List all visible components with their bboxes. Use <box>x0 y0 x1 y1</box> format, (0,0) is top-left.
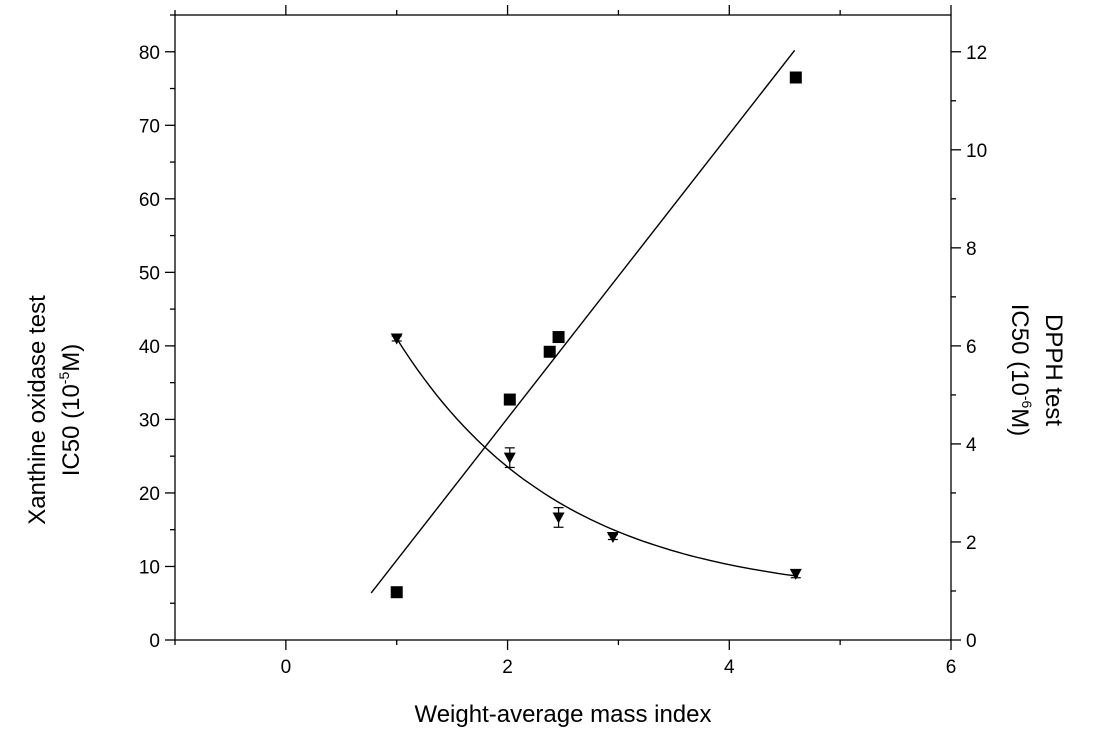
y-right-tick-label: 4 <box>966 435 977 456</box>
square-marker <box>503 393 516 406</box>
square-marker <box>390 586 403 599</box>
triangle-marker <box>552 512 565 524</box>
decay-fit-curve <box>396 338 799 577</box>
plot-frame <box>174 14 952 641</box>
square-marker <box>543 345 556 358</box>
y-right-title-line1: DPPH test <box>1040 314 1067 426</box>
y-axis-title-right: DPPH test IC50 (10-6M) <box>1006 304 1067 437</box>
square-marker <box>552 331 565 344</box>
y-left-tick-label: 70 <box>139 116 160 137</box>
y-right-tick-label: 6 <box>966 337 977 358</box>
y-axis-title-left: Xanthine oxidase test IC50 (10-5M) <box>24 295 85 525</box>
y-right-tick-label: 0 <box>966 631 977 652</box>
y-right-tick-label: 10 <box>966 141 987 162</box>
y-left-tick-label: 30 <box>139 410 160 431</box>
y-right-tick-label: 2 <box>966 533 977 554</box>
triangle-marker <box>789 568 802 580</box>
linear-fit-line <box>370 49 796 594</box>
y-left-title-line2: IC50 (10-5M) <box>56 344 85 477</box>
x-tick-label: 6 <box>946 657 957 678</box>
y-left-title-line1: Xanthine oxidase test <box>24 295 51 525</box>
y-right-title-line2: IC50 (10-6M) <box>1006 304 1035 437</box>
y-left-tick-label: 50 <box>139 263 160 284</box>
y-left-tick-label: 0 <box>149 631 160 652</box>
x-axis-title: Weight-average mass index <box>414 701 711 728</box>
y-left-tick-label: 40 <box>139 337 160 358</box>
y-left-tick-label: 60 <box>139 190 160 211</box>
x-tick-label: 2 <box>502 657 513 678</box>
triangle-marker <box>606 532 619 544</box>
y-left-tick-label: 10 <box>139 557 160 578</box>
y-right-tick-label: 12 <box>966 43 987 64</box>
triangle-marker <box>390 333 403 345</box>
fit-curves <box>370 49 799 594</box>
x-tick-label: 4 <box>724 657 735 678</box>
triangle-marker <box>503 452 516 464</box>
y-left-tick-label: 80 <box>139 43 160 64</box>
y-left-tick-label: 20 <box>139 484 160 505</box>
data-markers <box>390 71 802 599</box>
y-right-tick-label: 8 <box>966 239 977 260</box>
x-tick-label: 0 <box>281 657 292 678</box>
square-marker <box>789 71 802 84</box>
